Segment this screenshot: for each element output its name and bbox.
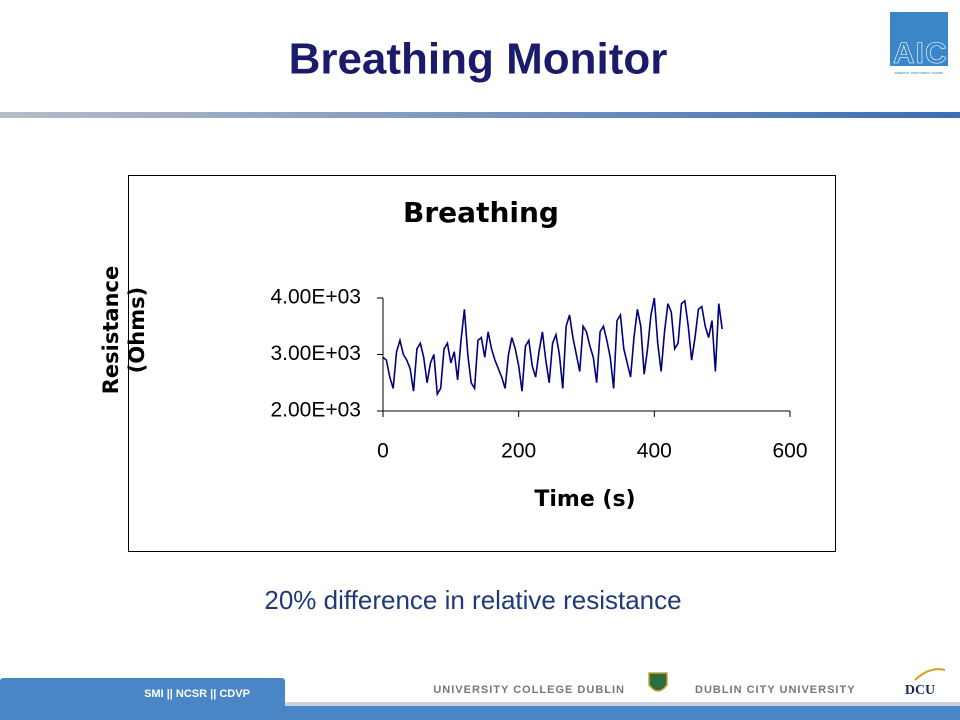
dcu-logo: DCU [905,683,935,698]
data-line [382,297,723,397]
y-tick-label: 4.00E+03 [270,286,361,309]
slide-title: Breathing Monitor [289,35,668,84]
footer-dcu: DUBLIN CITY UNIVERSITY [695,684,856,696]
dcu-swoosh [914,668,946,681]
title-rule [0,112,960,118]
logo-subtext: adaptive information cluster [895,70,945,75]
caption: 20% difference in relative resistance [264,585,681,615]
x-tick-label: 400 [637,440,672,463]
y-tick-label: 3.00E+03 [270,342,361,365]
y-tick-label: 2.00E+03 [270,399,361,422]
x-axis-label: Time (s) [534,487,635,512]
footer-ucd: UNIVERSITY COLLEGE DUBLIN [433,684,625,696]
x-tick-label: 200 [501,440,536,463]
plot: 2.00E+03 3.00E+03 4.00E+03 0 200 400 600 [270,286,807,463]
chart-title: Breathing [403,196,559,229]
chart-frame [128,175,836,552]
logo-box [890,12,948,66]
footer-rule [285,702,960,706]
y-axis-label: Resistance (Ohms) [99,265,149,395]
x-tick-label: 0 [377,440,389,463]
footer-band [0,706,960,720]
x-tick-label: 600 [772,440,807,463]
logo-text: AIC [893,37,948,70]
footer-left: SMI || NCSR || CDVP [144,688,250,700]
ucd-crest [648,672,668,692]
footer-tab [0,678,285,708]
